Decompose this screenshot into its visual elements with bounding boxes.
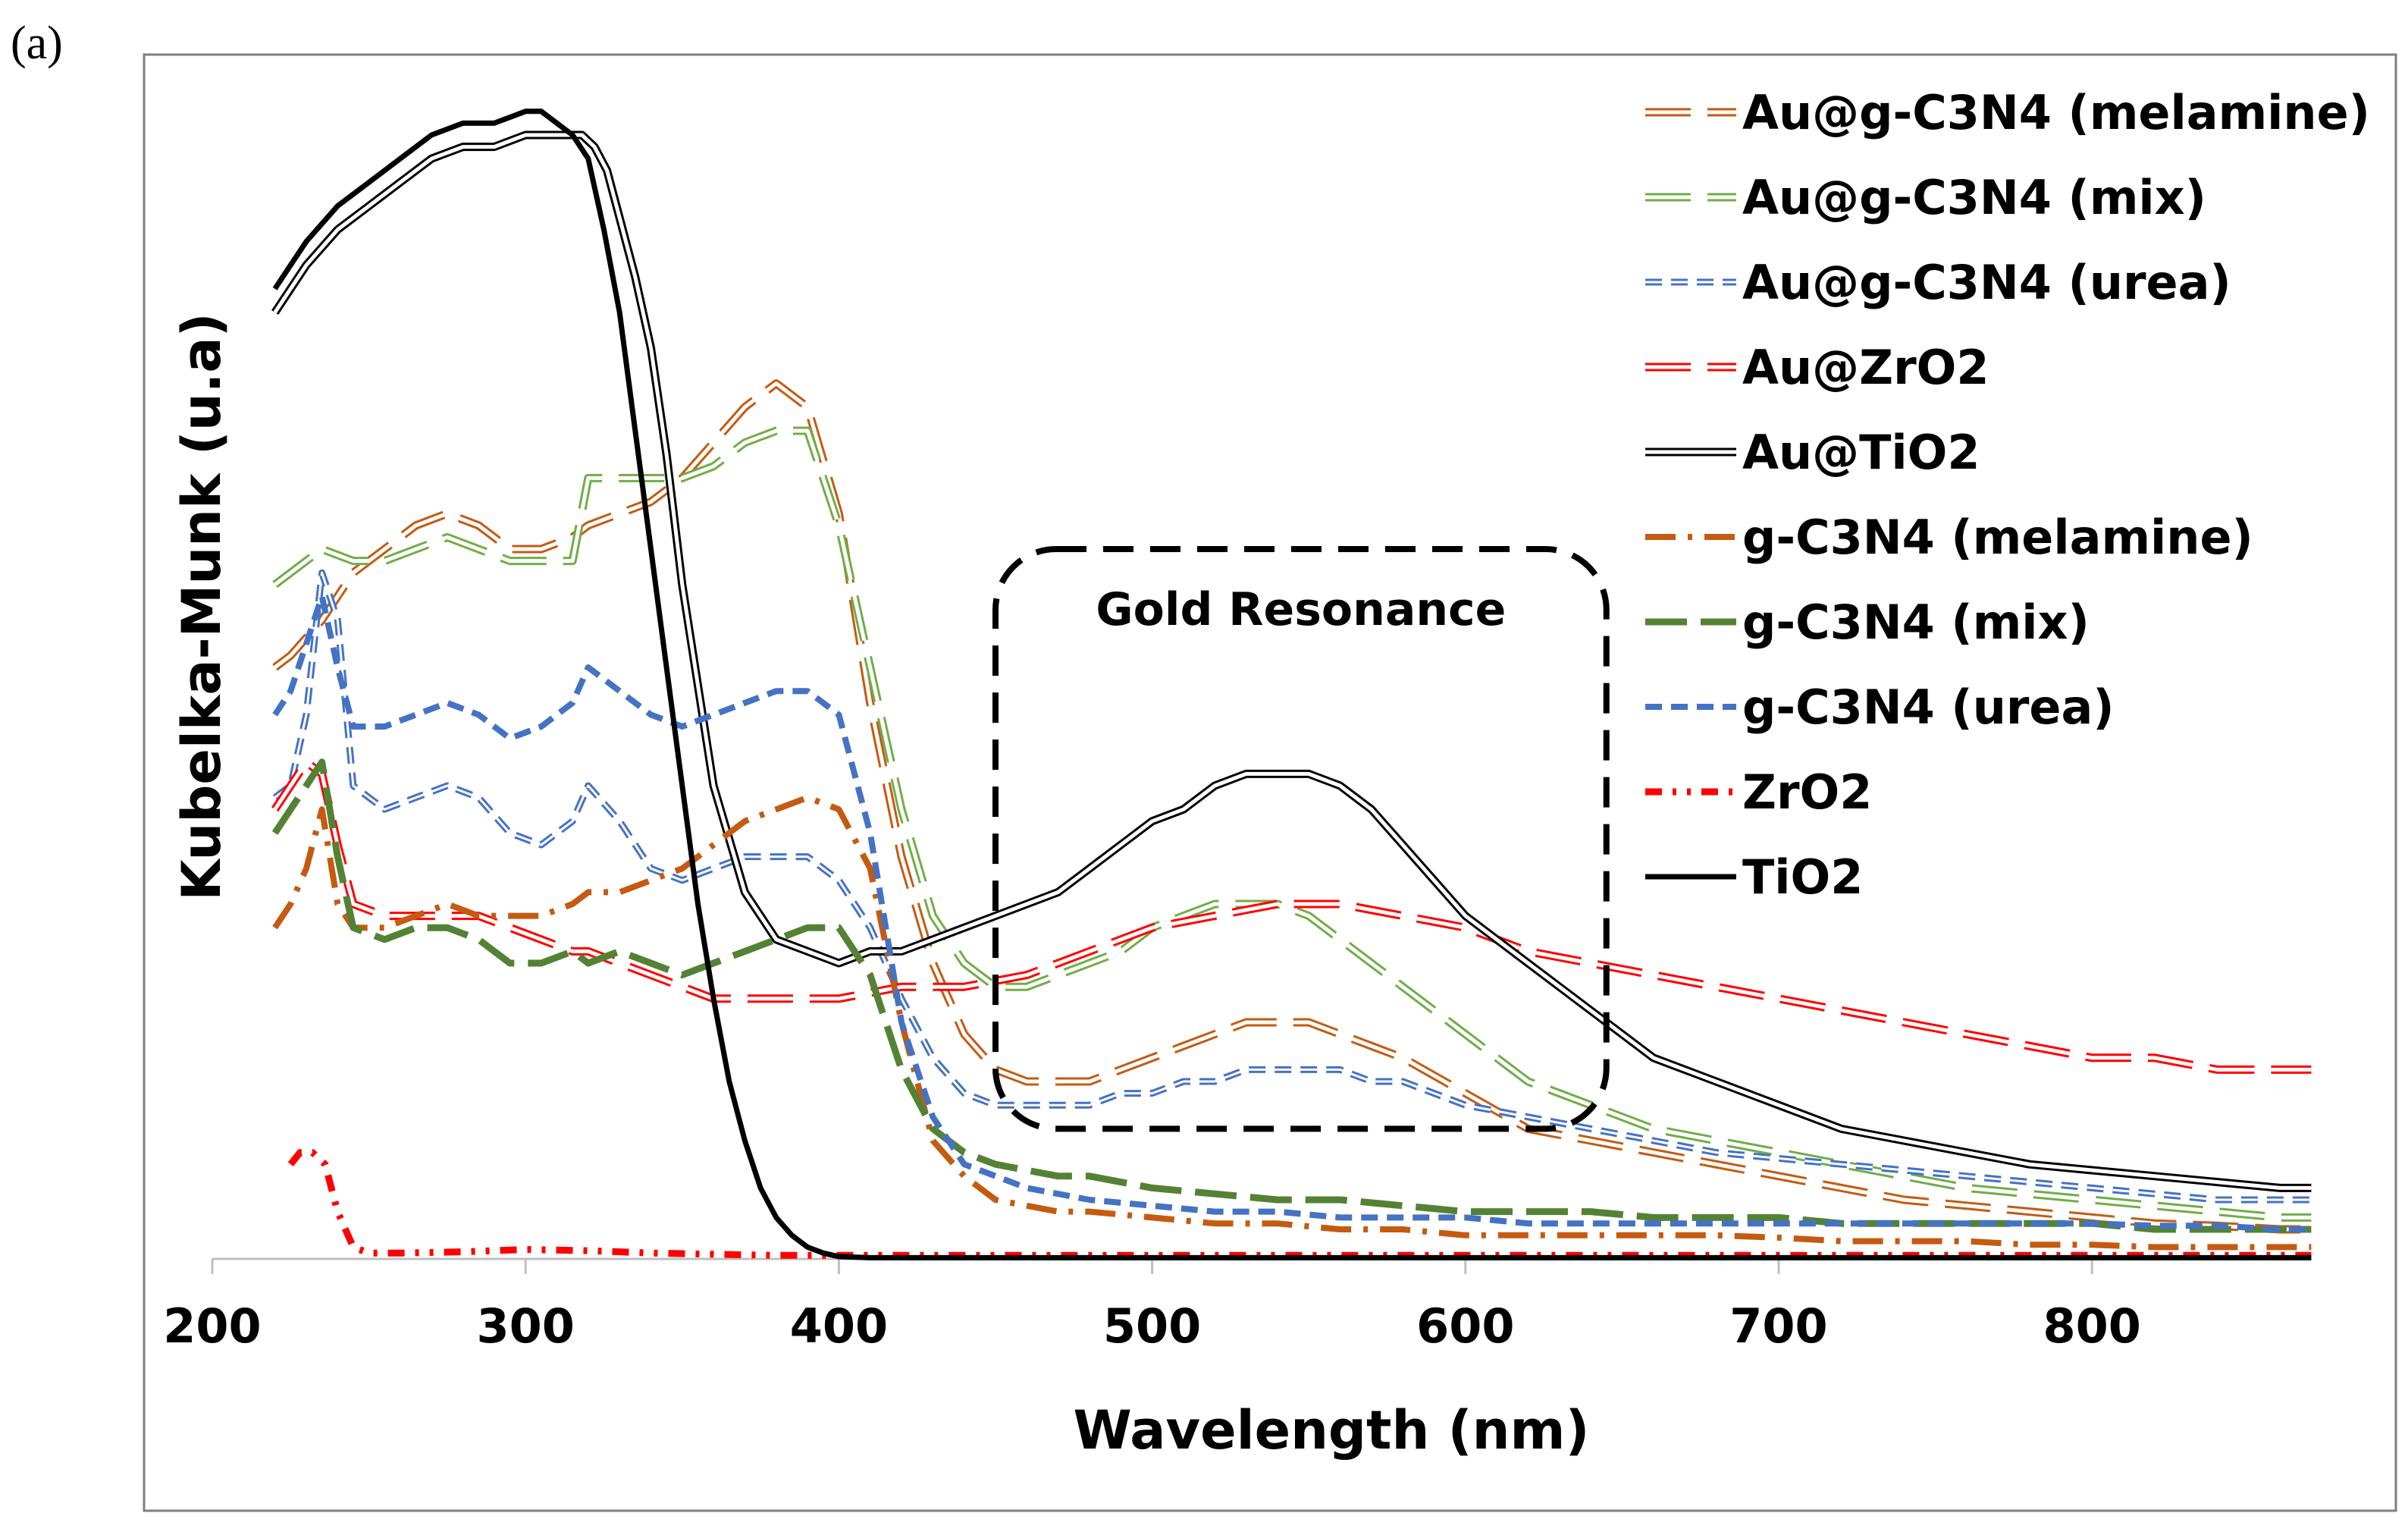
series-line-5 <box>272 794 2312 1251</box>
series-line-0 <box>272 379 2312 1234</box>
series-line-2-stroke <box>272 569 2312 1204</box>
legend-label: Au@g-C3N4 (urea) <box>1742 255 2231 310</box>
legend-label: TiO2 <box>1742 849 1863 905</box>
series-line-7-stroke <box>272 593 2312 1232</box>
legend-label: g-C3N4 (urea) <box>1742 680 2115 735</box>
series-line-8 <box>287 1149 2312 1259</box>
series-line-4 <box>271 130 2312 1192</box>
series-line-7 <box>272 593 2312 1232</box>
chart-frame <box>143 53 2397 1512</box>
series-line-1 <box>272 426 2312 1222</box>
series-line-8-stroke <box>287 1149 2312 1259</box>
axes: 200 300 400 500 600 700 800 <box>163 1257 2312 1354</box>
series-line-2 <box>272 569 2312 1204</box>
legend-label: Au@g-C3N4 (mix) <box>1742 170 2206 225</box>
series-line-4-inner <box>273 133 2312 1190</box>
legend-label: Au@TiO2 <box>1742 425 1980 480</box>
gold-resonance-box <box>992 546 1610 1132</box>
legend-label: Au@g-C3N4 (melamine) <box>1742 85 2370 140</box>
series-line-9 <box>272 108 2312 1260</box>
y-axis-title: Kubelka-Munk (u.a) <box>171 312 233 900</box>
series-line-9-stroke <box>272 108 2312 1260</box>
legend-label: g-C3N4 (mix) <box>1742 595 2090 650</box>
panel-label: (a) <box>11 17 63 69</box>
legend-label: g-C3N4 (melamine) <box>1742 510 2253 565</box>
series-line-5-stroke <box>272 794 2312 1251</box>
series-line-3 <box>271 758 2312 1074</box>
x-tick-label: 700 <box>1729 1298 1827 1354</box>
x-axis-title: Wavelength (nm) <box>1074 1399 1590 1461</box>
x-tick-label: 500 <box>1103 1298 1201 1354</box>
legend-label: ZrO2 <box>1742 764 1872 820</box>
x-tick-label: 800 <box>2043 1298 2140 1354</box>
annotation-box: Gold Resonance <box>992 546 1610 1132</box>
series-line-3-inner <box>273 760 2312 1072</box>
legend: Au@g-C3N4 (melamine) Au@g-C3N4 (mix) Au@g-… <box>1645 85 2370 905</box>
series-line-0-inner <box>274 381 2312 1232</box>
legend-label: Au@ZrO2 <box>1742 340 1989 395</box>
x-tick-label: 600 <box>1416 1298 1514 1354</box>
series-line-1-inner <box>274 428 2312 1220</box>
gold-resonance-label: Gold Resonance <box>1096 583 1506 636</box>
series-layer <box>271 108 2312 1260</box>
series-line-2-inner <box>274 571 2312 1201</box>
x-tick-label: 300 <box>476 1298 574 1354</box>
x-tick-label: 200 <box>163 1298 261 1354</box>
x-tick-label: 400 <box>790 1298 888 1354</box>
